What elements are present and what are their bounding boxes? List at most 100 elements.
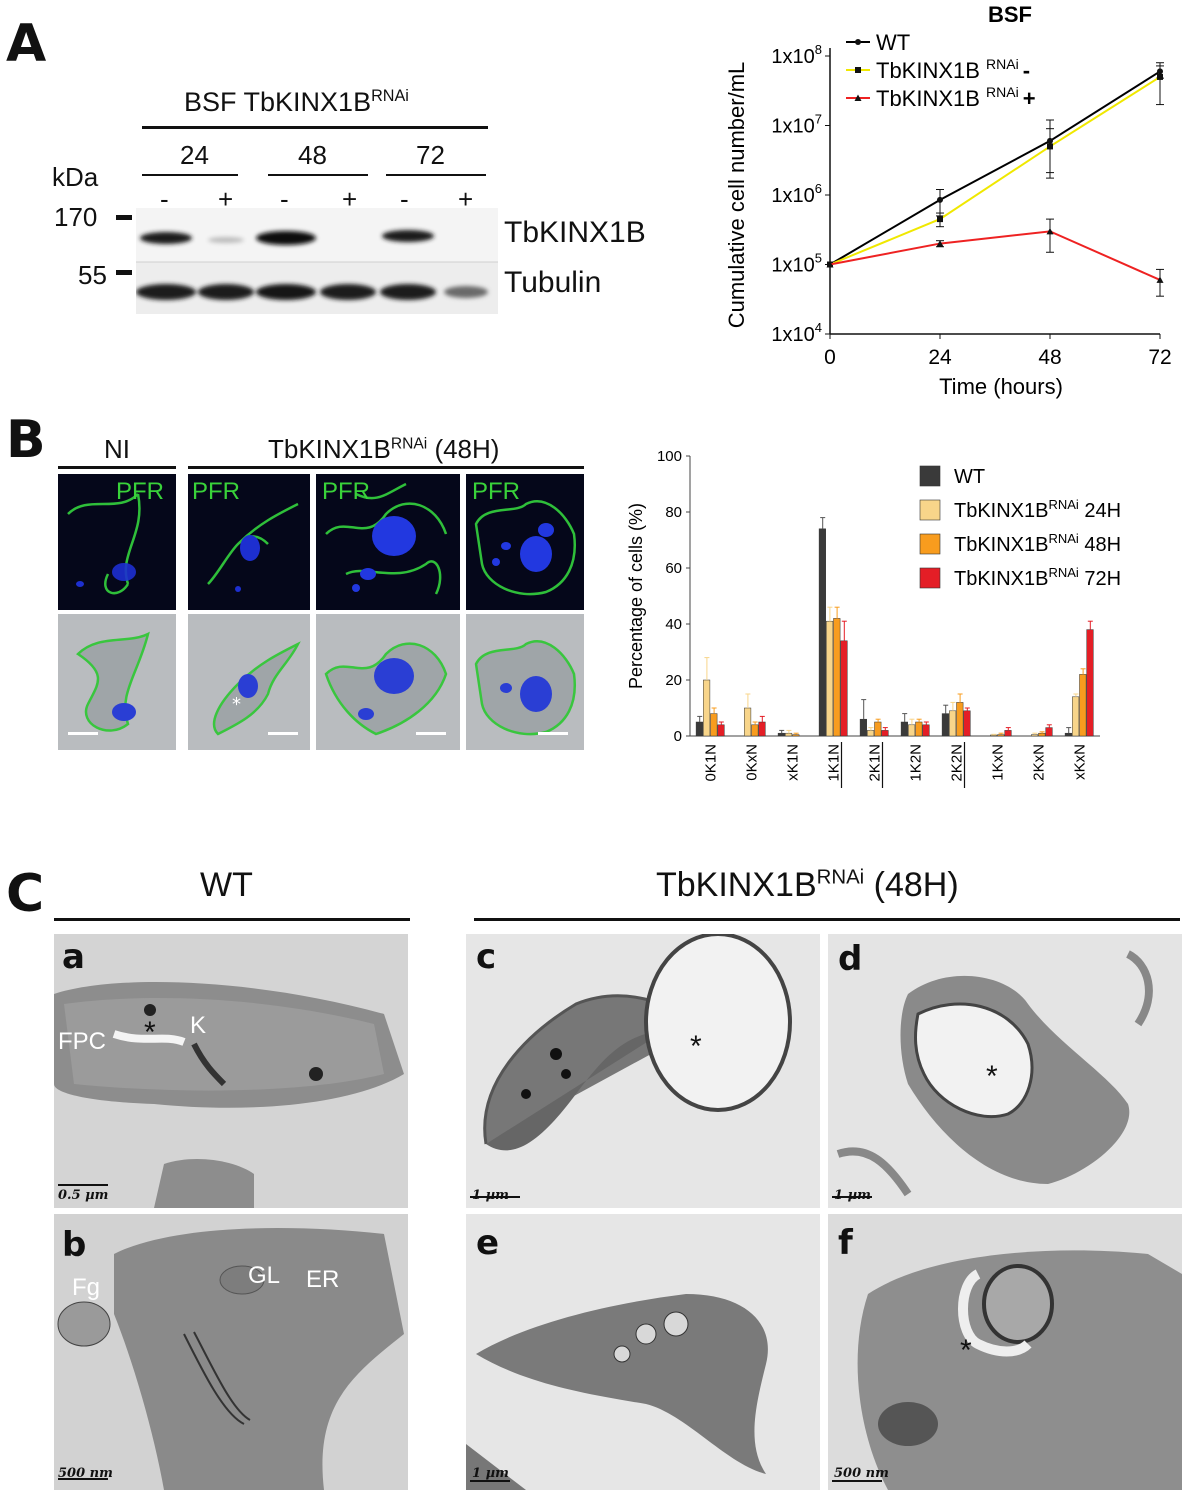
kn-bar (1038, 732, 1046, 737)
growth-point (937, 216, 943, 223)
kn-category-label: 2K2N (949, 744, 966, 782)
kn-bar (717, 724, 725, 737)
growth-y-tick-label: 1x105 (771, 251, 822, 277)
kn-bar (949, 710, 957, 737)
lane-sign-2: + (218, 184, 234, 214)
kn-bar (941, 713, 949, 737)
em-letter-c: c (476, 937, 497, 977)
marker-55: 55 (78, 260, 107, 290)
em-label-fg: Fg (72, 1274, 101, 1301)
em-image-e (466, 1214, 820, 1490)
kn-y-tick-label: 0 (674, 728, 682, 745)
kn-bar (710, 713, 718, 737)
growth-x-tick-label: 48 (1038, 346, 1061, 369)
em-scale-a: 0.5 µm (58, 1188, 109, 1203)
growth-chart: BSF 1x104 1x105 1x106 1x107 1x108 0 24 48 72 Time … (724, 2, 1172, 399)
kn-legend-label: WT (954, 466, 985, 488)
kn-category-label: 2KxN (1031, 744, 1048, 781)
timepoint-line-48 (268, 174, 368, 176)
kn-y-tick-label: 80 (665, 504, 682, 521)
em-letter-d: d (838, 939, 863, 979)
kn-y-tick-label: 40 (665, 616, 682, 633)
lane-sign-4: + (342, 184, 358, 214)
kn-bar (840, 640, 848, 737)
growth-point (1157, 73, 1163, 80)
em-label-gl: GL (248, 1262, 281, 1289)
em-image-d (828, 934, 1182, 1208)
em-letter-f: f (838, 1223, 853, 1263)
svg-text:*: * (232, 694, 241, 715)
kn-bar (1072, 696, 1080, 737)
kda-label: kDa (52, 162, 99, 192)
lane-sign-6: + (458, 184, 474, 214)
kn-bar (785, 732, 793, 737)
kn-bar (703, 679, 711, 737)
rnai-48h-line (188, 466, 584, 469)
kn-legend-swatch (919, 567, 941, 589)
lane-sign-1: - (160, 184, 169, 214)
kn-bar (874, 721, 882, 737)
em-label-a-asterisk: * (144, 1016, 156, 1049)
kn-bar (1086, 629, 1094, 737)
em-scale-f: 500 nm (834, 1466, 889, 1481)
kn-legend-label: TbKINX1BRNAi 24H (954, 497, 1121, 522)
kn-bar (818, 528, 826, 737)
timepoint-line-24 (142, 174, 238, 176)
blot-header-line (142, 126, 488, 129)
fluor-rnai-2 (316, 474, 460, 610)
kn-bar (777, 732, 785, 737)
kn-bar (908, 724, 916, 737)
marker-170: 170 (54, 202, 98, 232)
kn-category-label: xKxN (1072, 744, 1089, 780)
fluor-rnai-1 (188, 474, 310, 610)
lane-sign-5: - (400, 184, 409, 214)
kn-bar (833, 618, 841, 737)
kn-y-tick-label: 60 (665, 560, 682, 577)
growth-x-tick-label: 0 (824, 346, 836, 369)
growth-series-line (829, 76, 1161, 266)
em-label-fpc: FPC (58, 1028, 106, 1055)
kn-legend-label: TbKINX1BRNAi 72H (954, 565, 1121, 590)
rnai-header: TbKINX1BRNAi (48H) (656, 866, 959, 904)
band-label-tubulin: Tubulin (504, 266, 602, 299)
kn-bar (1079, 674, 1087, 737)
growth-y-tick-label: 1x104 (771, 320, 822, 346)
pfr-label-3: PFR (322, 478, 370, 505)
blot-header: BSF TbKINX1BRNAi (184, 87, 409, 117)
rnai-48h-label: TbKINX1BRNAi (48H) (268, 434, 500, 464)
kn-bar (956, 702, 964, 737)
pfr-label-4: PFR (472, 478, 520, 505)
growth-point (937, 196, 943, 203)
growth-legend-label: TbKINX1B RNAi - (876, 56, 1030, 83)
pfr-label-2: PFR (192, 478, 240, 505)
kn-y-tick-label: 20 (665, 672, 682, 689)
kn-category-label: 1K2N (908, 744, 925, 782)
merge-rnai-2 (316, 614, 460, 750)
ni-label: NI (104, 434, 130, 464)
marker-170-tick (116, 215, 132, 220)
rnai-header-line (474, 918, 1180, 921)
growth-legend-marker (855, 39, 861, 45)
growth-series-line (829, 230, 1161, 281)
kn-bar (900, 721, 908, 737)
kn-bar (1045, 727, 1053, 737)
kn-bar (826, 620, 834, 737)
growth-legend-marker (855, 67, 861, 73)
kn-category-label: 0KxN (744, 744, 761, 781)
em-scale-e: 1 µm (472, 1466, 509, 1481)
kn-legend-label: TbKINX1BRNAi 48H (954, 531, 1121, 556)
panel-letter-c: C (6, 864, 45, 924)
growth-x-tick-label: 24 (928, 346, 952, 369)
em-scale-c: 1 µm (472, 1188, 509, 1203)
kn-bar (915, 721, 923, 737)
band-label-tbkinx1b: TbKINX1B (504, 216, 646, 249)
em-label-c-asterisk: * (690, 1030, 702, 1063)
wt-header: WT (200, 866, 253, 904)
kn-category-label: 0K1N (703, 744, 720, 782)
growth-x-label: Time (hours) (939, 374, 1063, 399)
kn-bar (963, 710, 971, 737)
kn-bar (1004, 730, 1012, 737)
pfr-label-1: PFR (116, 478, 164, 505)
kn-category-label: 1K1N (826, 744, 843, 782)
kn-bar (859, 718, 867, 737)
